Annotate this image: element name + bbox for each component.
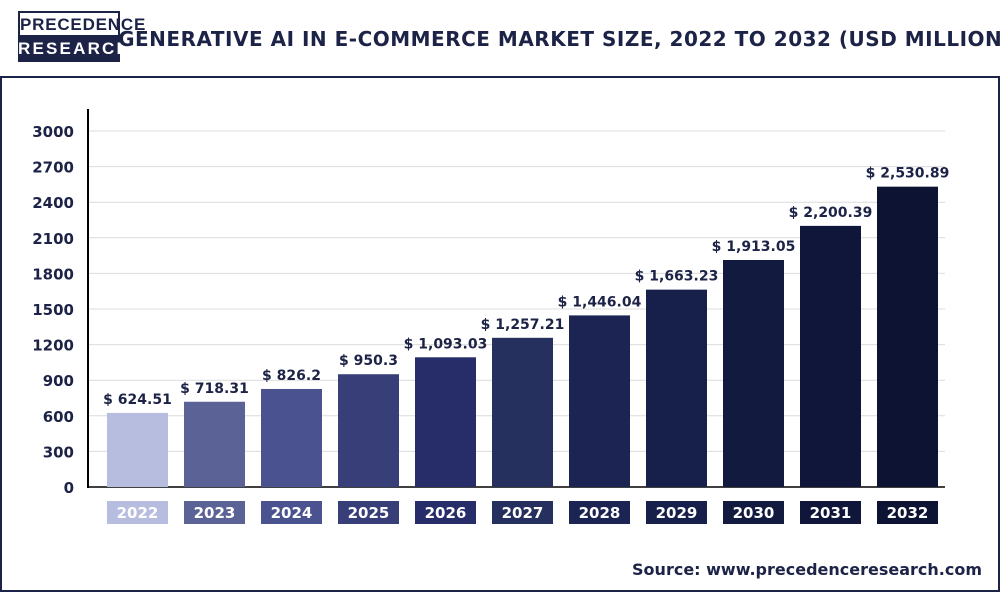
x-tick-label: 2025: [348, 504, 390, 522]
x-category-box-2030: [723, 501, 784, 524]
data-label-2022: $ 624.51: [103, 392, 172, 408]
x-category-box-2029: [646, 501, 707, 524]
x-tick-label: 2030: [733, 504, 775, 522]
bar-2025: [338, 374, 399, 487]
bar-2023: [184, 401, 245, 487]
x-tick-label: 2026: [425, 504, 467, 522]
data-label-2029: $ 1,663.23: [635, 269, 719, 285]
brand-logo: PRECEDENCE RESEARCH: [18, 11, 145, 62]
y-tick-label: 0: [64, 479, 74, 497]
y-tick-label: 2400: [32, 194, 74, 212]
x-category-box-2025: [338, 501, 399, 524]
bar-2028: [569, 315, 630, 487]
data-label-2025: $ 950.3: [339, 353, 398, 369]
bar-2031: [800, 225, 861, 487]
data-label-2028: $ 1,446.04: [558, 294, 642, 310]
x-tick-label: 2032: [887, 504, 929, 522]
y-tick-label: 300: [43, 443, 74, 461]
bar-2026: [415, 357, 476, 487]
y-tick-label: 1500: [32, 301, 74, 319]
x-category-box-2027: [492, 501, 553, 524]
bar-2027: [492, 337, 553, 487]
logo-line-2: RESEARCH: [18, 35, 129, 62]
y-tick-label: 2700: [32, 159, 74, 177]
data-label-2027: $ 1,257.21: [481, 317, 565, 333]
bar-chart: 0 300 600 900 1200 1500 1800 2100 2400 2700 3000 $ …: [32, 109, 950, 524]
x-category-box-2022: [107, 501, 168, 524]
bar-2024: [261, 388, 322, 487]
data-label-2023: $ 718.31: [180, 381, 249, 397]
x-tick-label: 2024: [271, 504, 313, 522]
x-tick-label: 2027: [502, 504, 544, 522]
source-credit: Source: www.precedenceresearch.com: [632, 560, 982, 579]
y-tick-label: 600: [43, 408, 74, 426]
x-category-box-2024: [261, 501, 322, 524]
header: PRECEDENCE RESEARCH GENERATIVE AI IN E-C…: [0, 0, 1000, 78]
data-label-2026: $ 1,093.03: [404, 336, 488, 352]
x-category-box-2026: [415, 501, 476, 524]
x-tick-label: 2028: [579, 504, 621, 522]
x-category-box-2032: [877, 501, 938, 524]
x-tick-label: 2029: [656, 504, 698, 522]
data-label-2030: $ 1,913.05: [712, 239, 796, 255]
y-tick-label: 900: [43, 372, 74, 390]
x-category-box-2028: [569, 501, 630, 524]
y-tick-label: 1200: [32, 337, 74, 355]
chart-title: GENERATIVE AI IN E-COMMERCE MARKET SIZE,…: [118, 27, 1000, 51]
y-tick-label: 3000: [32, 123, 74, 141]
bar-2022: [107, 412, 168, 487]
x-tick-label: 2031: [810, 504, 852, 522]
x-category-box-2031: [800, 501, 861, 524]
bar-2032: [877, 186, 938, 487]
logo-line-1: PRECEDENCE: [18, 11, 145, 35]
data-label-2032: $ 2,530.89: [866, 166, 950, 182]
x-tick-label: 2023: [194, 504, 236, 522]
x-tick-label: 2022: [117, 504, 159, 522]
bar-2030: [723, 259, 784, 487]
x-category-box-2023: [184, 501, 245, 524]
data-label-2024: $ 826.2: [262, 368, 321, 384]
bar-2029: [646, 289, 707, 487]
y-tick-label: 2100: [32, 230, 74, 248]
data-label-2031: $ 2,200.39: [789, 205, 873, 221]
y-tick-label: 1800: [32, 265, 74, 283]
